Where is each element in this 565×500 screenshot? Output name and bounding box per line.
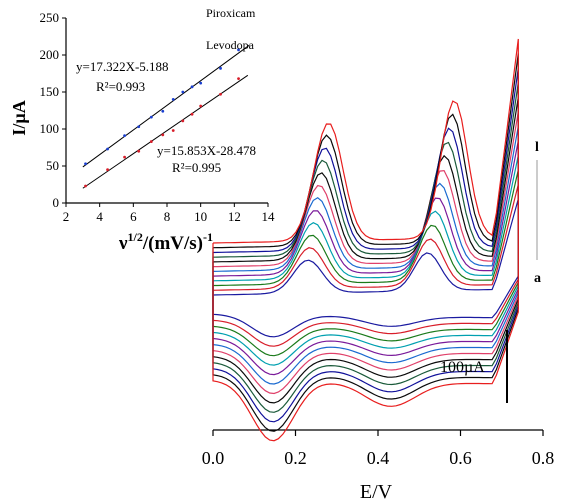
xlabel-sup2: -1 — [203, 230, 213, 244]
data-point-piroxicam — [106, 147, 109, 151]
inset-y-tick-label: 50 — [46, 158, 59, 173]
inset-chart: 2 4 6 8 10 12 14 0 50 100 150 200 250 Piroxicam Levo… — [9, 6, 275, 254]
scale-bar-label: 100µA — [440, 359, 485, 376]
data-point-piroxicam — [219, 66, 222, 70]
inset-y-tick-label: 100 — [40, 121, 60, 136]
main-x-tick-label: 0.6 — [449, 448, 472, 468]
inset-x-tick-label: 14 — [262, 209, 276, 224]
r2-levodopa: R²=0.995 — [172, 160, 221, 175]
data-point-levodopa — [161, 133, 165, 137]
main-x-tick-label: 0.0 — [202, 448, 225, 468]
cv-curve — [212, 38, 519, 442]
data-point-piroxicam — [149, 115, 153, 119]
xlabel-main: ν — [118, 233, 128, 254]
cv-curve — [212, 97, 519, 404]
inset-x-tick-label: 4 — [96, 209, 103, 224]
fit-equation-piroxicam: y=17.322X-5.188 — [76, 59, 169, 74]
curve-label-bottom: a — [534, 271, 541, 286]
data-point-levodopa — [149, 140, 153, 143]
inset-ticks: 2 4 6 8 10 12 14 0 50 100 150 200 250 — [40, 10, 276, 224]
curve-label-top: l — [535, 140, 539, 155]
data-point-levodopa — [171, 129, 175, 132]
main-x-ticks: 0.0 0.2 0.4 0.6 0.8 — [202, 430, 555, 468]
data-point-piroxicam — [137, 125, 141, 129]
data-point-levodopa — [84, 184, 87, 188]
cv-main-chart: 0.0 0.2 0.4 0.6 0.8 E/V 100µA l a — [202, 38, 555, 500]
data-point-piroxicam — [84, 162, 87, 166]
r2-piroxicam: R²=0.993 — [96, 79, 145, 94]
data-point-levodopa — [237, 77, 240, 81]
data-point-piroxicam — [171, 98, 175, 101]
data-point-piroxicam — [123, 134, 126, 138]
data-point-piroxicam — [190, 85, 194, 89]
cv-curves — [212, 38, 519, 442]
inset-y-tick-label: 250 — [40, 10, 60, 25]
inset-x-tick-label: 12 — [228, 209, 241, 224]
legend-piroxicam: Piroxicam — [206, 6, 256, 20]
inset-x-tick-label: 6 — [130, 209, 137, 224]
main-x-tick-label: 0.2 — [284, 448, 307, 468]
inset-y-tick-label: 200 — [40, 47, 60, 62]
inset-points — [82, 44, 250, 189]
xlabel-sup: 1/2 — [128, 230, 143, 244]
data-point-levodopa — [190, 112, 194, 116]
legend-levodopa: Levodopa — [206, 38, 255, 52]
fit-equation-levodopa: y=15.853X-28.478 — [157, 143, 256, 158]
fit-line-piroxicam — [82, 44, 250, 168]
inset-x-tick-label: 10 — [194, 209, 207, 224]
data-point-levodopa — [123, 155, 126, 159]
data-point-piroxicam — [161, 109, 165, 113]
xlabel-rest: /(mV/s) — [142, 233, 203, 254]
main-x-tick-label: 0.8 — [532, 448, 555, 468]
main-x-tick-label: 0.4 — [367, 448, 390, 468]
data-point-piroxicam — [181, 90, 185, 94]
inset-y-axis-label: I/µA — [9, 100, 29, 135]
inset-y-tick-label: 150 — [40, 84, 60, 99]
data-point-levodopa — [219, 92, 222, 96]
data-point-levodopa — [137, 149, 141, 153]
data-point-levodopa — [106, 168, 109, 172]
inset-x-tick-label: 8 — [164, 209, 171, 224]
data-point-levodopa — [181, 119, 185, 123]
inset-x-tick-label: 2 — [63, 209, 70, 224]
inset-x-axis-label: ν1/2/(mV/s)-1 — [118, 230, 213, 254]
data-point-piroxicam — [237, 48, 240, 52]
data-point-piroxicam — [199, 81, 203, 85]
main-x-axis-label: E/V — [360, 481, 393, 500]
data-point-levodopa — [199, 104, 203, 108]
inset-y-tick-label: 0 — [53, 195, 60, 210]
